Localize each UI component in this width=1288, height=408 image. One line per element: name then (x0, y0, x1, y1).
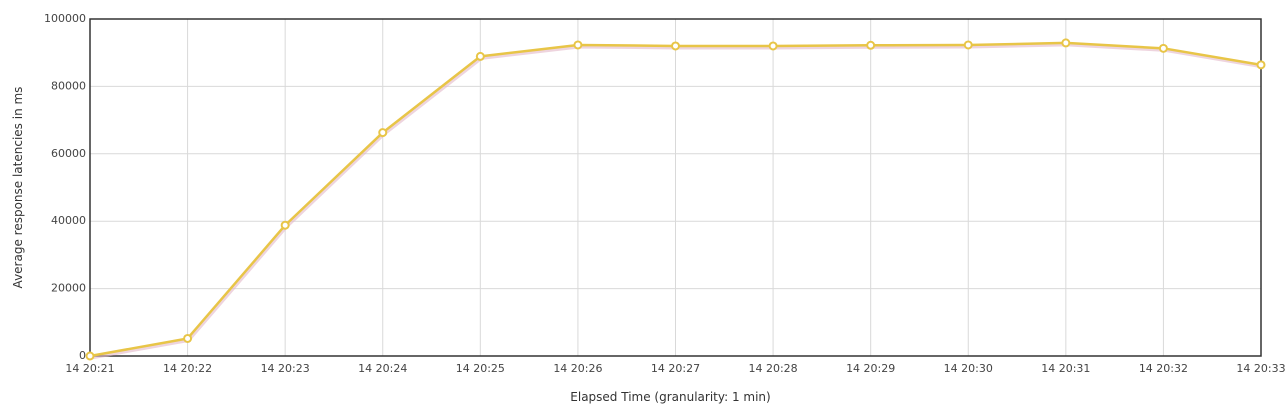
data-point[interactable] (280, 220, 290, 230)
x-tick-label: 14 20:23 (261, 362, 310, 375)
data-point[interactable] (85, 351, 95, 361)
x-tick-label: 14 20:24 (358, 362, 407, 375)
plot-frame (89, 18, 1262, 357)
x-tick-label: 14 20:30 (944, 362, 993, 375)
data-point[interactable] (1256, 60, 1266, 70)
y-axis-title: Average response latencies in ms (11, 87, 25, 289)
y-axis-ticks: 0 20000 40000 60000 80000 100000 (44, 12, 86, 362)
x-tick-label: 14 20:26 (553, 362, 602, 375)
x-tick-label: 14 20:31 (1041, 362, 1090, 375)
series-markers (85, 38, 1266, 361)
grid (89, 18, 1262, 357)
data-point[interactable] (1158, 43, 1168, 53)
data-point[interactable] (768, 41, 778, 51)
x-tick-label: 14 20:27 (651, 362, 700, 375)
y-tick-label: 40000 (51, 214, 86, 227)
y-tick-label: 20000 (51, 282, 86, 295)
data-point[interactable] (183, 333, 193, 343)
x-axis-ticks: 14 20:21 14 20:22 14 20:23 14 20:24 14 20:25… (65, 362, 1285, 375)
x-tick-label: 14 20:33 (1236, 362, 1285, 375)
x-tick-label: 14 20:28 (748, 362, 797, 375)
data-point[interactable] (866, 40, 876, 50)
data-point[interactable] (671, 41, 680, 51)
y-tick-label: 60000 (51, 147, 86, 160)
x-tick-label: 14 20:22 (163, 362, 212, 375)
x-axis-title: Elapsed Time (granularity: 1 min) (570, 390, 770, 404)
data-point[interactable] (963, 40, 973, 50)
x-tick-label: 14 20:29 (846, 362, 895, 375)
x-tick-label: 14 20:32 (1139, 362, 1188, 375)
x-tick-label: 14 20:21 (65, 362, 114, 375)
data-point[interactable] (573, 40, 583, 50)
data-point[interactable] (475, 51, 485, 61)
data-point[interactable] (1061, 38, 1071, 48)
series-line-shadow (90, 43, 1263, 360)
y-tick-label: 0 (79, 349, 86, 362)
x-tick-label: 14 20:25 (456, 362, 505, 375)
y-tick-label: 100000 (44, 12, 86, 25)
data-point[interactable] (378, 128, 388, 138)
y-tick-label: 80000 (51, 79, 86, 92)
